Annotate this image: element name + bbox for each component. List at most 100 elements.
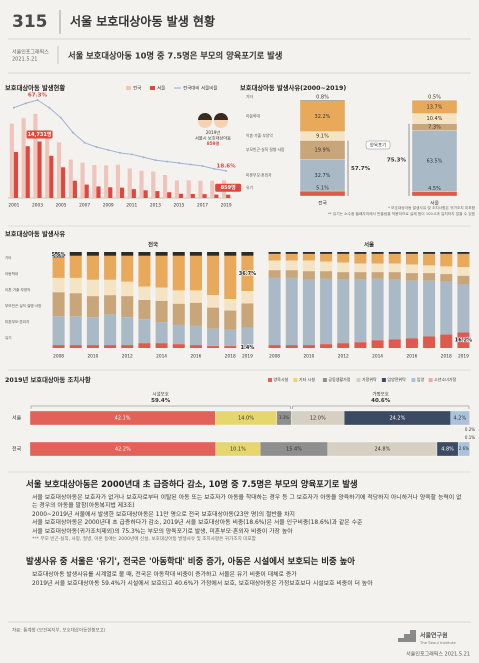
- stack-segment: [104, 255, 117, 280]
- x-tick-label: 2019: [458, 354, 469, 360]
- series-label: 부모빈곤·실직 질병·사망: [5, 303, 42, 308]
- legend-label: 가정위탁: [362, 376, 377, 382]
- paragraph: 2000~2019년 서울에서 발생한 보호대상아동은 11만 명으로 전국 보…: [32, 511, 295, 518]
- stack-segment: [52, 292, 65, 317]
- bar: [163, 174, 168, 198]
- stack-segment: [440, 334, 453, 348]
- x-tick-label: 2016: [406, 354, 417, 360]
- stack-segment: [86, 255, 99, 280]
- stack-segment: [457, 332, 470, 348]
- stack-segment: [285, 345, 298, 348]
- section-heading: 발생사유 중 서울은 '유기', 전국은 '아동학대' 비중 증가, 아동은 시…: [26, 556, 355, 567]
- annotation-value: 57.7%: [351, 166, 371, 172]
- stack-segment: [354, 342, 367, 348]
- stack-segment: [337, 262, 350, 273]
- stack-segment: [337, 272, 350, 280]
- data-label: 32.7%: [315, 173, 331, 179]
- stack-segment: [440, 252, 453, 254]
- data-label: 24.2%: [389, 416, 405, 422]
- stack-segment: [299, 190, 346, 197]
- stack-segment: [86, 345, 99, 348]
- series-label: 이혼·가출·부양악: [246, 133, 273, 138]
- stack-segment: [285, 260, 298, 271]
- stack-segment: [299, 100, 346, 132]
- series-name: 서울인포그래픽스: [12, 49, 49, 56]
- x-tick-label: 2009: [103, 203, 114, 209]
- stack-segment: [104, 345, 117, 348]
- data-label: 16.2%: [455, 338, 472, 344]
- stack-segment: [52, 257, 65, 278]
- ratio-point: [12, 106, 15, 109]
- logo: [392, 630, 416, 642]
- series-label: 부모빈곤·실직 질병·사망: [246, 147, 285, 152]
- stack-segment: [405, 252, 418, 254]
- legend-swatch: [293, 378, 298, 382]
- data-label: 0.2%: [465, 427, 475, 432]
- section: 서울 보호대상아동은 2000년대 초 급증하다 감소, 10명 중 7.5명은…: [18, 478, 462, 544]
- chart-title: 2019년 보호대상아동 조치사항: [5, 375, 91, 384]
- stack-segment: [320, 278, 333, 345]
- bar: [84, 184, 89, 198]
- bar: [72, 180, 77, 198]
- stack-segment: [155, 255, 168, 288]
- data-label: 24.8%: [374, 447, 390, 453]
- text-sections: 서울 보호대상아동은 2000년대 초 급증하다 감소, 10명 중 7.5명은…: [18, 478, 462, 599]
- stack-segment: [138, 343, 151, 348]
- data-label: 859명: [221, 184, 236, 191]
- series-label: 유기: [5, 335, 12, 340]
- bar: [61, 167, 66, 198]
- stack-segment: [69, 277, 82, 294]
- stack-segment: [69, 316, 82, 346]
- paragraph: 서울 보호대상아동은 보호자가 없거나 보호자로부터 이탈된 아동 또는 보호자…: [32, 495, 462, 510]
- stack-segment: [207, 307, 220, 329]
- series-label: 기타: [246, 94, 253, 99]
- stack-segment: [224, 329, 237, 347]
- legend-swatch: [322, 378, 327, 382]
- stack-segment: [440, 274, 453, 282]
- series-label: 유기: [246, 185, 253, 190]
- stack-segment: [241, 303, 254, 328]
- stack-segment: [457, 275, 470, 285]
- ratio-point: [36, 99, 39, 101]
- bar-segment: [468, 410, 471, 426]
- stack-segment: [423, 273, 436, 281]
- stack-segment: [121, 255, 134, 282]
- child-hair: [198, 113, 212, 120]
- stack-segment: [138, 300, 151, 320]
- section: 발생사유 중 서울은 '유기', 전국은 '아동학대' 비중 증가, 아동은 시…: [18, 555, 462, 588]
- panel-title: 서울: [364, 241, 374, 249]
- stack-segment: [207, 252, 220, 256]
- org-english: The Seoul Institute: [419, 640, 456, 645]
- ratio-point: [142, 156, 145, 159]
- stack-segment: [440, 281, 453, 335]
- bar: [174, 180, 179, 198]
- legend-label: 소년소녀가정: [434, 376, 456, 382]
- stack-segment: [320, 271, 333, 279]
- stack-segment: [121, 252, 134, 256]
- x-tick-label: 2012: [122, 354, 133, 360]
- stack-segment: [285, 270, 298, 278]
- ratio-point: [189, 163, 192, 166]
- stack-segment: [52, 252, 65, 258]
- legend-swatch: [268, 378, 272, 382]
- data-label: 2.6%: [459, 446, 469, 451]
- note: *** 부모 빈곤·실직, 사망, 질병, 이혼 등에는 2000년에 신설, …: [32, 537, 256, 543]
- bar: [45, 130, 50, 198]
- series-label: 아동학대: [5, 271, 18, 276]
- ratio-point: [130, 153, 133, 156]
- stack-segment: [423, 253, 436, 266]
- stack-segment: [86, 317, 99, 346]
- stack-segment: [405, 273, 418, 281]
- stack-segment: [411, 191, 458, 197]
- ratio-point: [166, 160, 169, 163]
- bar: [21, 118, 26, 198]
- stack-segment: [86, 296, 99, 318]
- legend-label: 공동생활가정: [328, 376, 350, 382]
- bar: [13, 151, 19, 198]
- stack-segment: [354, 272, 367, 280]
- stack-segment: [241, 255, 254, 292]
- stack-segment: [241, 327, 254, 347]
- stack-segment: [207, 328, 220, 347]
- stack-segment: [405, 264, 418, 274]
- data-label: 9.1%: [316, 134, 329, 140]
